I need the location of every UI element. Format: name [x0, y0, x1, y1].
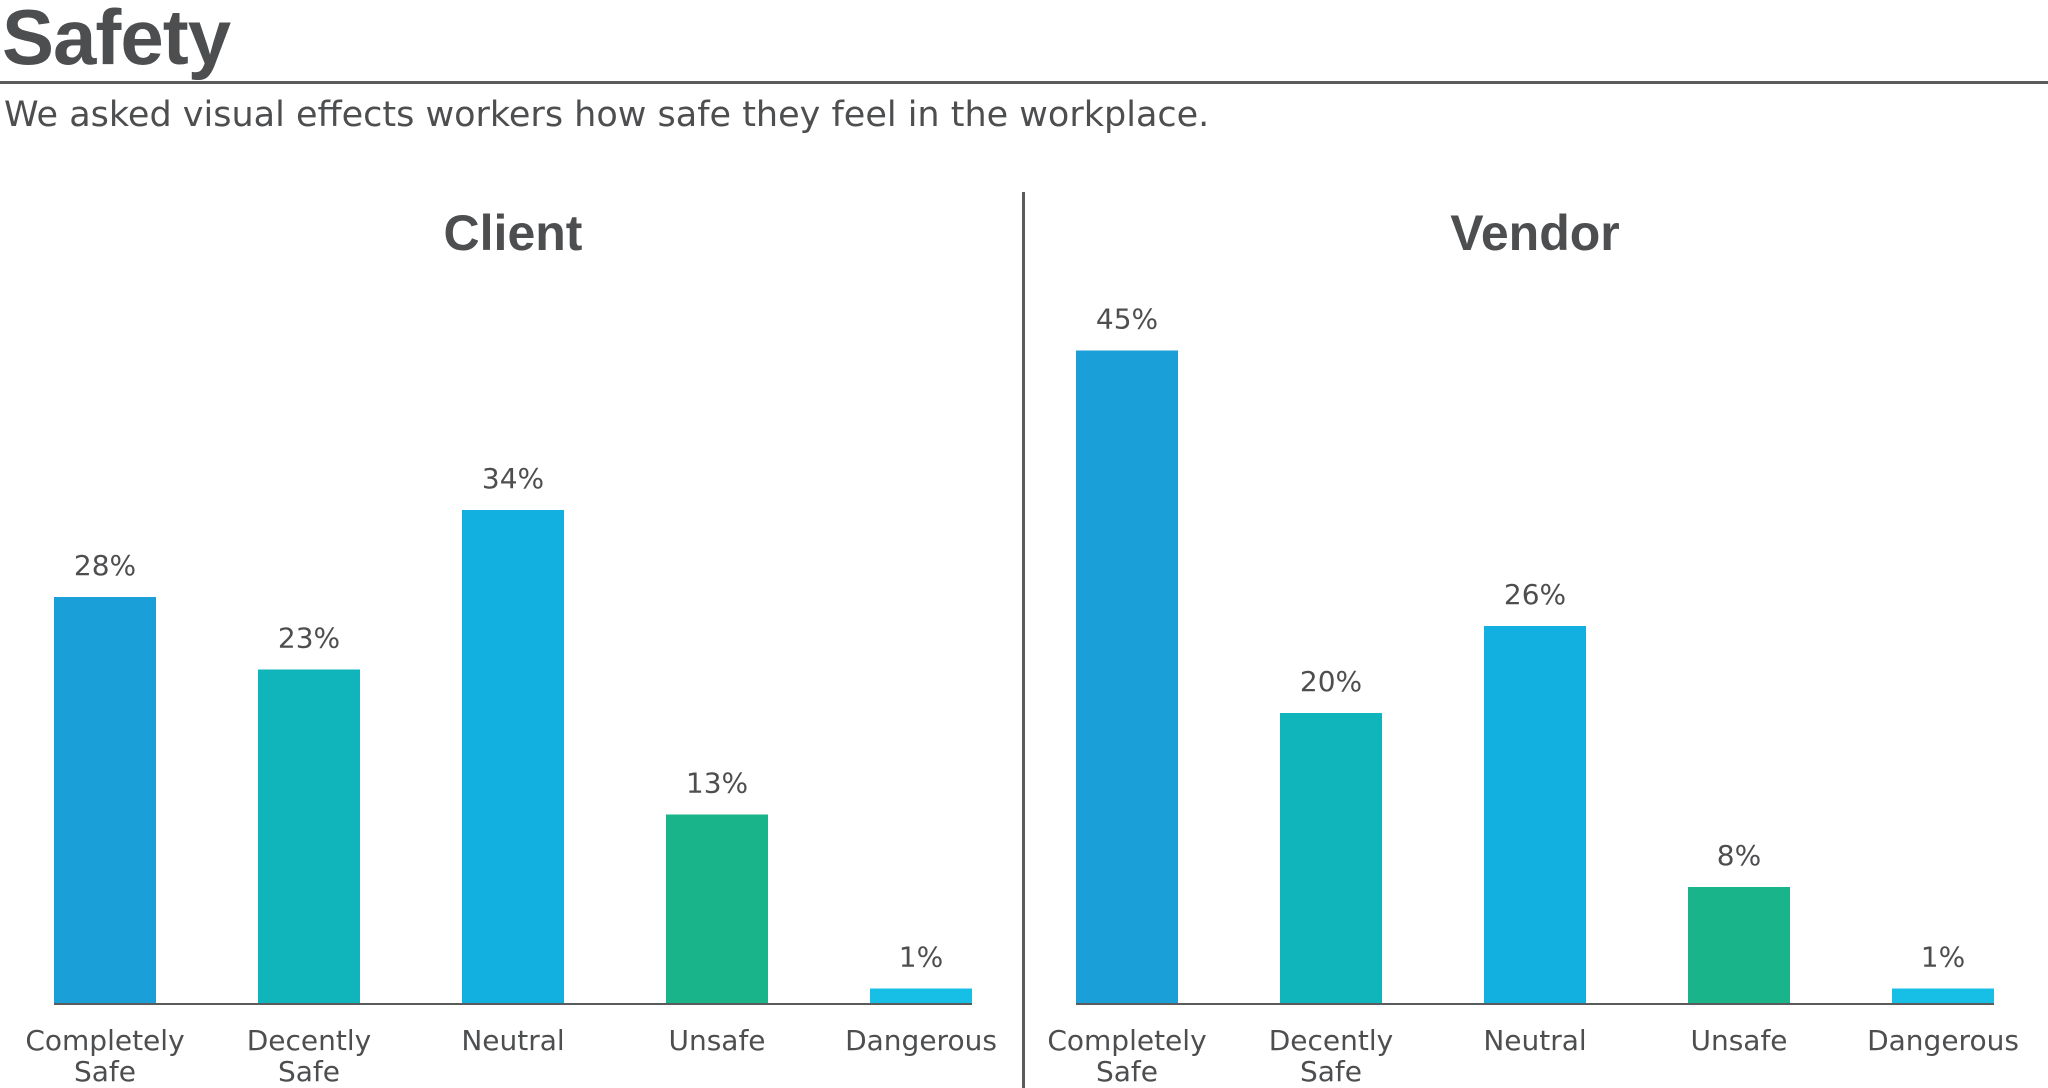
vendor-category-label-4: Dangerous [1867, 1024, 2019, 1057]
client-bar-1 [258, 669, 360, 1003]
vendor-value-label-0: 45% [1096, 303, 1158, 336]
client-value-label-3: 13% [686, 767, 748, 800]
vendor-value-label-3: 8% [1717, 839, 1761, 872]
client-bar-3 [666, 814, 768, 1003]
client-bar-2 [462, 510, 564, 1003]
vendor-bar-2 [1484, 626, 1586, 1003]
title-rule [0, 81, 2048, 84]
vendor-bar-3 [1688, 887, 1790, 1003]
vendor-category-label-0: Completely [1047, 1024, 1206, 1057]
client-category-label-0: Safe [74, 1055, 136, 1088]
page-subtitle: We asked visual effects workers how safe… [4, 95, 1210, 135]
client-category-label-0: Completely [25, 1024, 184, 1057]
client-value-label-1: 23% [278, 622, 340, 655]
client-category-label-4: Dangerous [845, 1024, 997, 1057]
client-bar-4 [870, 988, 972, 1003]
page-title: Safety [2, 0, 231, 81]
vendor-bar-0 [1076, 350, 1178, 1003]
vendor-value-label-4: 1% [1921, 941, 1965, 974]
client-chart-title: Client [444, 205, 583, 261]
chart-divider [1022, 192, 1025, 1088]
vendor-value-label-2: 26% [1504, 578, 1566, 611]
client-bar-0 [54, 597, 156, 1003]
vendor-category-label-1: Decently [1269, 1024, 1393, 1057]
client-value-label-4: 1% [899, 941, 943, 974]
client-value-label-2: 34% [482, 462, 544, 495]
vendor-category-label-0: Safe [1096, 1055, 1158, 1088]
vendor-chart-title: Vendor [1450, 205, 1619, 261]
vendor-bar-1 [1280, 713, 1382, 1003]
vendor-bar-4 [1892, 988, 1994, 1003]
vendor-value-label-1: 20% [1300, 665, 1362, 698]
client-category-label-1: Decently [247, 1024, 371, 1057]
vendor-category-label-1: Safe [1300, 1055, 1362, 1088]
client-value-label-0: 28% [74, 549, 136, 582]
client-category-label-3: Unsafe [668, 1024, 765, 1057]
vendor-category-label-2: Neutral [1483, 1024, 1586, 1057]
client-category-label-1: Safe [278, 1055, 340, 1088]
client-category-label-2: Neutral [461, 1024, 564, 1057]
vendor-category-label-3: Unsafe [1690, 1024, 1787, 1057]
